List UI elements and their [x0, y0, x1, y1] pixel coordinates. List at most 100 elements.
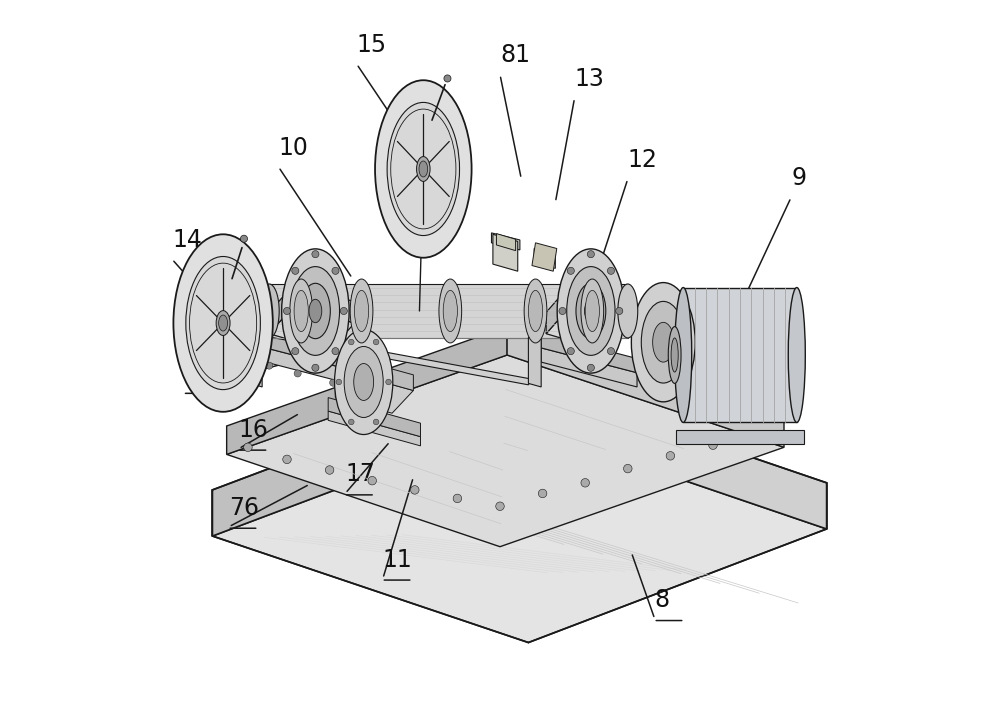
Circle shape [294, 370, 301, 377]
Polygon shape [252, 328, 532, 385]
Polygon shape [357, 359, 413, 390]
Circle shape [567, 348, 574, 355]
Polygon shape [335, 375, 413, 413]
Circle shape [336, 379, 342, 385]
Ellipse shape [354, 364, 374, 400]
Text: 10: 10 [278, 136, 308, 160]
Polygon shape [546, 284, 571, 334]
Ellipse shape [631, 283, 695, 402]
Text: 11: 11 [383, 547, 413, 572]
Ellipse shape [350, 279, 373, 343]
Ellipse shape [576, 283, 606, 339]
Circle shape [325, 466, 334, 474]
Circle shape [607, 348, 615, 355]
Polygon shape [514, 376, 827, 529]
Circle shape [587, 251, 594, 258]
Circle shape [567, 267, 574, 274]
Text: 81: 81 [500, 43, 530, 67]
Polygon shape [676, 430, 804, 444]
Circle shape [607, 267, 615, 274]
Ellipse shape [618, 284, 638, 338]
Ellipse shape [671, 338, 678, 372]
Ellipse shape [375, 80, 472, 258]
Polygon shape [541, 348, 637, 387]
Circle shape [332, 348, 339, 355]
Text: 15: 15 [357, 33, 387, 57]
Circle shape [444, 75, 451, 82]
Circle shape [332, 267, 339, 274]
Ellipse shape [419, 161, 428, 177]
Ellipse shape [387, 102, 460, 236]
Polygon shape [532, 243, 557, 271]
Ellipse shape [335, 329, 393, 435]
Ellipse shape [216, 310, 230, 335]
Text: 14: 14 [172, 228, 202, 252]
Circle shape [240, 235, 248, 242]
Text: 17: 17 [345, 462, 375, 486]
Ellipse shape [641, 301, 685, 383]
Circle shape [496, 502, 504, 510]
Ellipse shape [585, 290, 599, 332]
Polygon shape [212, 422, 827, 643]
Polygon shape [227, 355, 784, 547]
Polygon shape [507, 327, 784, 447]
Ellipse shape [528, 290, 543, 332]
Circle shape [559, 307, 566, 315]
Ellipse shape [282, 248, 349, 373]
Circle shape [373, 419, 379, 425]
Ellipse shape [557, 248, 625, 373]
Polygon shape [496, 234, 516, 251]
Ellipse shape [291, 266, 340, 355]
Polygon shape [663, 284, 675, 400]
Circle shape [411, 486, 419, 494]
Circle shape [581, 479, 589, 487]
Polygon shape [328, 411, 420, 446]
Ellipse shape [259, 284, 279, 338]
Ellipse shape [290, 279, 313, 343]
Text: 8: 8 [655, 588, 670, 612]
Ellipse shape [443, 290, 457, 332]
Text: 76: 76 [229, 496, 259, 520]
Circle shape [292, 348, 299, 355]
Ellipse shape [173, 234, 273, 412]
Circle shape [244, 443, 252, 452]
Polygon shape [212, 376, 514, 536]
Ellipse shape [524, 279, 547, 343]
Ellipse shape [344, 346, 383, 417]
Polygon shape [266, 348, 362, 387]
Polygon shape [491, 233, 520, 250]
Polygon shape [250, 330, 262, 387]
Ellipse shape [309, 299, 322, 322]
Polygon shape [294, 284, 354, 323]
Polygon shape [227, 327, 507, 454]
Circle shape [624, 464, 632, 473]
Circle shape [266, 362, 273, 369]
Circle shape [358, 386, 365, 393]
Ellipse shape [584, 299, 597, 322]
Ellipse shape [354, 290, 369, 332]
Ellipse shape [294, 290, 308, 332]
Circle shape [283, 307, 291, 315]
Ellipse shape [300, 283, 330, 339]
Circle shape [368, 476, 376, 485]
Polygon shape [541, 334, 637, 373]
Ellipse shape [439, 279, 462, 343]
Polygon shape [493, 234, 518, 271]
Circle shape [348, 339, 354, 345]
Polygon shape [269, 284, 294, 334]
Ellipse shape [653, 322, 674, 362]
Ellipse shape [675, 288, 692, 422]
Circle shape [283, 455, 291, 464]
Polygon shape [683, 288, 797, 422]
Circle shape [587, 364, 594, 371]
Polygon shape [269, 305, 354, 351]
Circle shape [348, 419, 354, 425]
Ellipse shape [581, 279, 604, 343]
Circle shape [386, 379, 391, 385]
Polygon shape [328, 398, 420, 437]
Circle shape [292, 267, 299, 274]
Polygon shape [546, 305, 631, 351]
Circle shape [616, 307, 623, 315]
Text: 13: 13 [575, 67, 604, 91]
Polygon shape [269, 284, 628, 338]
